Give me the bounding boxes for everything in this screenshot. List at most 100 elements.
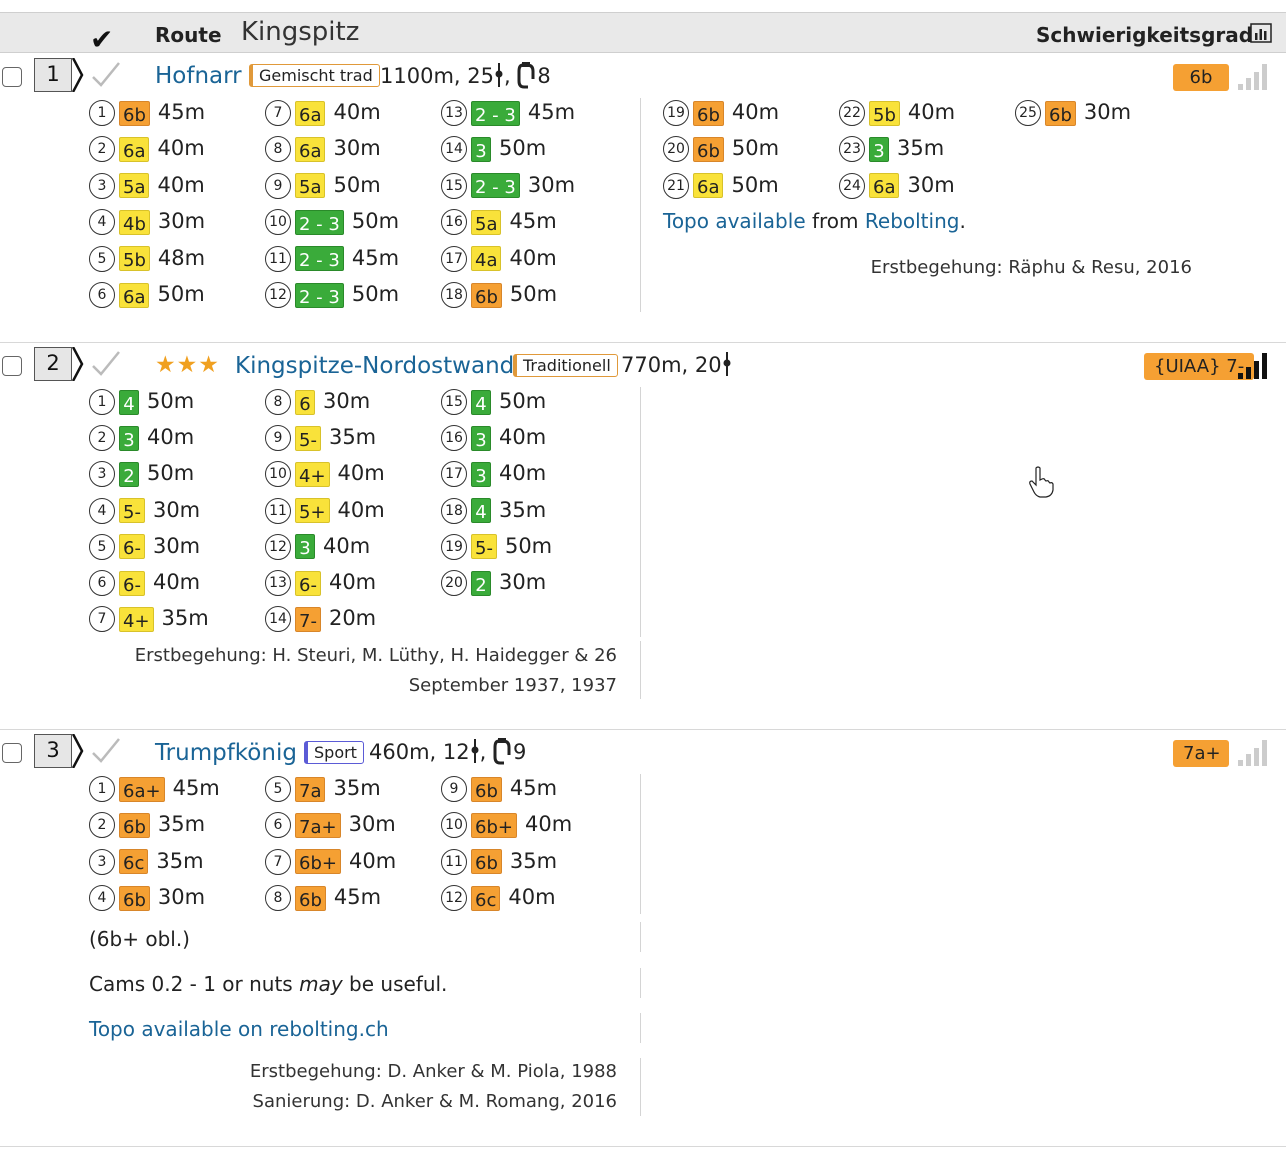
tick-check-icon[interactable] bbox=[90, 734, 122, 766]
pitch-grade: 5- bbox=[119, 498, 145, 524]
route-number: 2 bbox=[34, 347, 72, 381]
pitch-item: 23 3 35m bbox=[839, 136, 944, 166]
bar-chart-icon[interactable] bbox=[1250, 23, 1272, 43]
pitch-grade: 6- bbox=[119, 570, 145, 596]
pitch-grade: 2 - 3 bbox=[295, 282, 344, 308]
pitch-length: 40m bbox=[328, 570, 377, 594]
topo-note: Topo available from Rebolting. bbox=[663, 209, 966, 233]
pitch-item: 14 7- 20m bbox=[265, 606, 376, 636]
pitch-number: 12 bbox=[265, 533, 291, 560]
pitch-length: 35m bbox=[328, 425, 377, 450]
tick-check-icon[interactable] bbox=[90, 58, 122, 90]
pitch-item: 16 5a 45m bbox=[441, 209, 557, 239]
column-divider bbox=[640, 968, 641, 998]
pitch-length: 30m bbox=[333, 136, 381, 161]
hand-cursor-icon bbox=[1029, 466, 1054, 498]
obligatory-grade: (6b+ obl.) bbox=[89, 927, 190, 951]
topo-link[interactable]: Topo available bbox=[663, 209, 806, 233]
pitch-length: 30m bbox=[152, 533, 201, 558]
pitch-number: 6 bbox=[89, 282, 115, 308]
topo-link[interactable]: Topo available on rebolting.ch bbox=[89, 1017, 389, 1041]
done-column-check-icon[interactable]: ✔ bbox=[90, 23, 114, 56]
pitch-item: 15 4 50m bbox=[441, 389, 546, 419]
pitch-length: 40m bbox=[907, 100, 956, 124]
first-ascent: Erstbegehung: Räphu & Resu, 2016 bbox=[870, 257, 1192, 278]
pitch-grade: 5a bbox=[295, 173, 326, 199]
pitch-number: 12 bbox=[441, 885, 467, 912]
pitch-grade: 2 - 3 bbox=[295, 246, 344, 272]
pitch-grade: 4 bbox=[471, 498, 491, 524]
pitch-grade: 7a+ bbox=[295, 812, 341, 838]
pitch-item: 5 6- 30m bbox=[89, 533, 201, 564]
popularity-bars bbox=[1238, 62, 1274, 90]
pitch-icon bbox=[723, 352, 731, 376]
pitch-item: 20 2 30m bbox=[441, 570, 546, 600]
pitch-grade: 5- bbox=[295, 425, 321, 451]
route-select-checkbox[interactable] bbox=[2, 743, 22, 763]
route-name-link[interactable]: Hofnarr bbox=[155, 63, 242, 89]
route-column-header[interactable]: Route bbox=[155, 23, 222, 47]
pitch-grade: 6b bbox=[471, 776, 502, 802]
column-divider bbox=[640, 774, 641, 914]
pitch-grade: 5b bbox=[869, 100, 900, 126]
pitch-grade: 2 - 3 bbox=[295, 209, 344, 235]
pitch-grade: 2 - 3 bbox=[471, 173, 520, 199]
pitch-number: 16 bbox=[441, 209, 467, 236]
pitch-item: 7 6b+ 40m bbox=[265, 848, 396, 879]
pitch-grade: 6a bbox=[295, 100, 326, 126]
grade-column-header[interactable]: Schwierigkeitsgrad bbox=[1036, 23, 1254, 47]
pitch-item: 7 6a 40m bbox=[265, 100, 381, 130]
pitch-item: 2 3 40m bbox=[89, 425, 194, 455]
rebolting-link[interactable]: Rebolting bbox=[864, 209, 960, 233]
pitch-item: 24 6a 30m bbox=[839, 172, 955, 203]
pitch-length: 30m bbox=[348, 812, 396, 837]
pitch-number: 21 bbox=[663, 172, 689, 199]
pitch-number: 19 bbox=[441, 533, 467, 560]
pitch-item: 20 6b 50m bbox=[663, 136, 779, 166]
tick-check-icon[interactable] bbox=[90, 347, 122, 379]
pitch-number: 7 bbox=[89, 606, 115, 633]
route-row: 3 Trumpfkönig Sport 460m, 12, 9 7a+ 1 6a+… bbox=[0, 730, 1286, 1146]
pitch-length: 45m bbox=[172, 776, 220, 800]
pitch-number: 8 bbox=[265, 885, 291, 912]
pitch-length: 30m bbox=[152, 497, 201, 522]
pitch-grade: 4 bbox=[471, 389, 491, 415]
pitch-number: 1 bbox=[89, 100, 115, 126]
pitch-length: 45m bbox=[509, 209, 557, 234]
pitch-item: 9 6b 45m bbox=[441, 776, 557, 806]
route-length-info: 460m, 12, 9 bbox=[369, 738, 527, 765]
pitch-number: 9 bbox=[265, 172, 291, 199]
pitch-item: 1 6b 45m bbox=[89, 100, 205, 130]
pitch-length: 35m bbox=[333, 776, 381, 800]
pitch-item: 4 5- 30m bbox=[89, 497, 201, 528]
route-name-link[interactable]: Kingspitze-Nordostwand bbox=[235, 353, 515, 379]
pitch-length: 48m bbox=[157, 245, 206, 270]
pitch-length: 45m bbox=[351, 245, 400, 270]
route-name-link[interactable]: Trumpfkönig bbox=[155, 740, 297, 766]
pitch-item: 10 2 - 3 50m bbox=[265, 209, 399, 239]
pitch-number: 18 bbox=[441, 282, 467, 308]
pitch-grade: 6b bbox=[471, 849, 502, 875]
pitch-item: 10 6b+ 40m bbox=[441, 812, 572, 842]
pitch-number: 4 bbox=[89, 885, 115, 912]
pitch-grade: 4a bbox=[471, 246, 502, 272]
route-style-badge: Sport bbox=[304, 741, 364, 764]
pitch-length: 35m bbox=[897, 136, 945, 161]
pitch-length: 20m bbox=[328, 606, 377, 631]
pitch-length: 35m bbox=[161, 606, 209, 631]
pitch-item: 1 4 50m bbox=[89, 389, 194, 419]
pitch-item: 19 6b 40m bbox=[663, 100, 779, 130]
pitch-number: 14 bbox=[441, 136, 467, 163]
pitch-number: 13 bbox=[441, 100, 467, 126]
pitch-length: 35m bbox=[499, 497, 547, 522]
pitch-length: 50m bbox=[731, 136, 780, 161]
pitch-item: 22 5b 40m bbox=[839, 100, 955, 130]
route-select-checkbox[interactable] bbox=[2, 67, 22, 87]
pitch-number: 1 bbox=[89, 776, 115, 802]
route-length-info: 1100m, 25, 8 bbox=[380, 62, 551, 89]
route-select-checkbox[interactable] bbox=[2, 356, 22, 376]
renovation: Sanierung: D. Anker & M. Romang, 2016 bbox=[252, 1091, 617, 1112]
pitch-number: 2 bbox=[89, 812, 115, 839]
pitch-number: 7 bbox=[265, 100, 291, 126]
pitch-grade: 7- bbox=[295, 606, 321, 632]
